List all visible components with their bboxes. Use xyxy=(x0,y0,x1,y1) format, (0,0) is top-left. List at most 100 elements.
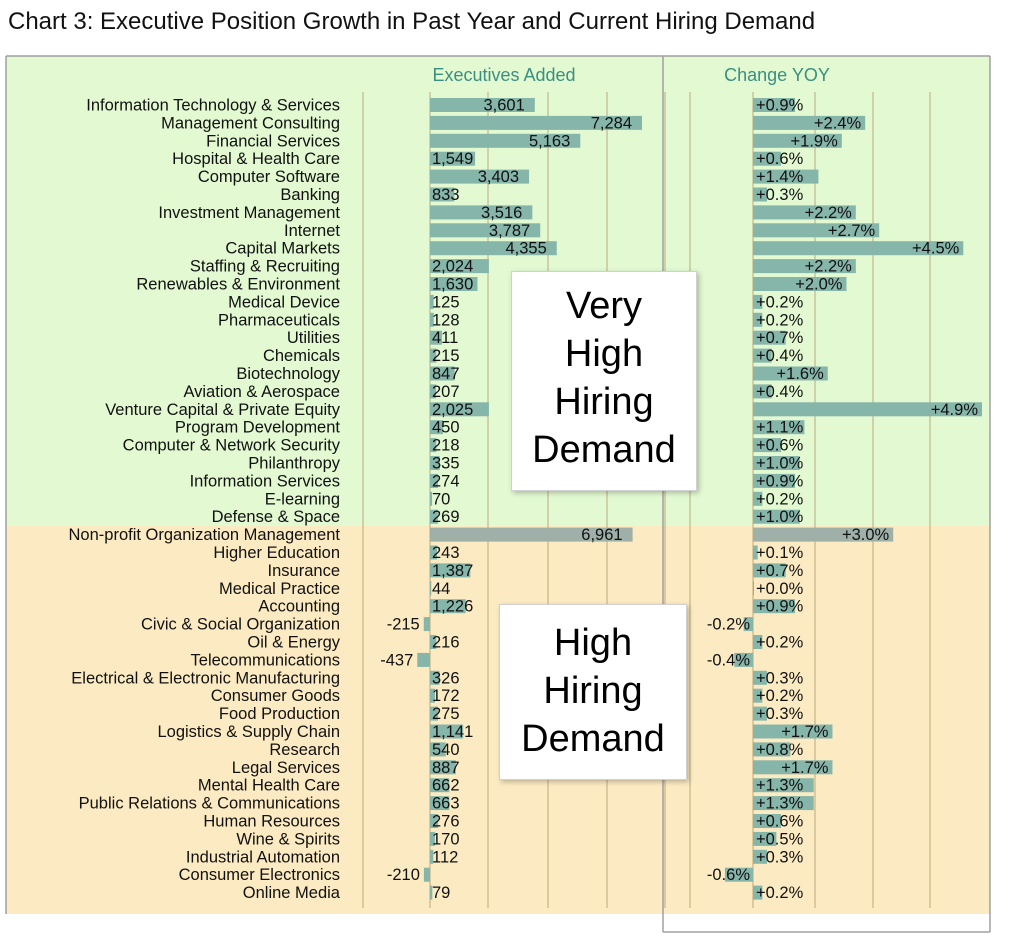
category-label-33: Consumer Goods xyxy=(211,687,340,705)
yoy-bar-9 xyxy=(753,259,856,274)
executives-value-label-30: 216 xyxy=(432,634,460,652)
yoy-value-label-10: +2.0% xyxy=(795,276,843,294)
yoy-bar-43 xyxy=(724,867,753,882)
yoy-value-label-4: +1.4% xyxy=(756,168,804,186)
very-high-callout-line-4: Demand xyxy=(532,429,676,471)
category-label-4: Computer Software xyxy=(198,168,340,186)
category-label-34: Food Production xyxy=(219,705,340,723)
yoy-bar-36 xyxy=(753,742,791,757)
executives-bar-1 xyxy=(430,115,642,130)
category-label-38: Mental Health Care xyxy=(198,777,340,795)
yoy-value-label-41: +0.5% xyxy=(756,830,804,848)
executives-value-label-10: 1,630 xyxy=(432,276,473,294)
executives-bar-31 xyxy=(417,652,430,667)
yoy-bar-0 xyxy=(753,98,796,112)
category-label-37: Legal Services xyxy=(232,759,340,777)
yoy-bar-2 xyxy=(753,133,842,148)
yoy-value-label-15: +1.6% xyxy=(777,365,825,383)
category-label-27: Medical Practice xyxy=(219,580,340,598)
executives-value-label-42: 112 xyxy=(432,848,458,866)
executives-bar-7 xyxy=(430,223,541,238)
executives-bar-9 xyxy=(430,259,489,274)
executives-bar-22 xyxy=(430,491,433,506)
yoy-value-label-20: +1.0% xyxy=(756,455,804,473)
executives-bar-40 xyxy=(430,814,439,828)
executives-bar-14 xyxy=(430,348,437,363)
yoy-bar-21 xyxy=(753,473,796,488)
executives-bar-23 xyxy=(430,509,438,524)
yoy-value-label-26: +0.7% xyxy=(756,562,804,580)
category-label-11: Medical Device xyxy=(228,293,340,311)
yoy-value-label-37: +1.7% xyxy=(781,759,829,777)
yoy-bar-28 xyxy=(753,599,796,614)
executives-value-label-2: 5,163 xyxy=(529,132,570,150)
yoy-bar-19 xyxy=(753,438,782,453)
yoy-bar-44 xyxy=(753,885,763,900)
category-label-43: Consumer Electronics xyxy=(179,866,340,884)
category-label-7: Internet xyxy=(284,222,340,240)
executives-value-label-20: 335 xyxy=(432,455,460,473)
executives-value-label-35: 1,141 xyxy=(432,723,473,741)
yoy-value-label-8: +4.5% xyxy=(912,240,960,258)
category-label-2: Financial Services xyxy=(206,132,340,150)
yoy-bar-16 xyxy=(753,384,772,399)
executives-bar-42 xyxy=(430,849,434,864)
executives-value-label-14: 215 xyxy=(432,347,460,365)
executives-bar-11 xyxy=(430,294,434,309)
yoy-value-label-1: +2.4% xyxy=(814,114,862,132)
yoy-bar-37 xyxy=(753,760,833,775)
yoy-bar-26 xyxy=(753,563,786,578)
yoy-value-label-11: +0.2% xyxy=(756,293,804,311)
high-demand-background xyxy=(6,525,990,914)
yoy-bar-40 xyxy=(753,814,782,828)
category-label-40: Human Resources xyxy=(203,813,340,831)
executives-bar-13 xyxy=(430,330,442,345)
category-label-16: Aviation & Aerospace xyxy=(183,383,340,401)
executives-bar-20 xyxy=(430,456,440,470)
yoy-value-label-42: +0.3% xyxy=(756,848,804,866)
executives-bar-15 xyxy=(430,366,455,381)
yoy-value-label-25: +0.1% xyxy=(756,544,804,562)
executives-bar-4 xyxy=(430,169,530,184)
category-label-10: Renewables & Environment xyxy=(136,276,340,294)
category-label-15: Biotechnology xyxy=(236,365,340,383)
yoy-bar-29 xyxy=(743,617,753,632)
executives-bar-36 xyxy=(430,742,446,757)
executives-value-label-18: 450 xyxy=(432,419,460,437)
yoy-bar-24 xyxy=(753,527,894,542)
executives-value-label-21: 274 xyxy=(432,472,460,490)
yoy-bar-39 xyxy=(753,796,814,811)
category-label-0: Information Technology & Services xyxy=(86,97,340,115)
yoy-bar-5 xyxy=(753,187,768,202)
category-label-31: Telecommunications xyxy=(191,651,340,669)
category-label-20: Philanthropy xyxy=(248,455,340,473)
executives-value-label-26: 1,387 xyxy=(432,562,473,580)
category-label-5: Banking xyxy=(280,186,340,204)
executives-value-label-24: 6,961 xyxy=(581,526,622,544)
yoy-value-label-17: +4.9% xyxy=(931,401,979,419)
executives-value-label-28: 1,226 xyxy=(432,598,473,616)
executives-bar-16 xyxy=(430,384,437,399)
executives-bar-12 xyxy=(430,312,434,327)
yoy-bar-7 xyxy=(753,223,880,238)
yoy-bar-42 xyxy=(753,849,768,864)
high-demand-callout: High Hiring Demand xyxy=(499,604,687,780)
executives-value-label-37: 887 xyxy=(432,759,460,777)
executives-bar-32 xyxy=(430,670,440,685)
executives-bar-24 xyxy=(430,527,633,542)
executives-bar-28 xyxy=(430,599,466,614)
yoy-bar-35 xyxy=(753,724,833,739)
executives-bar-44 xyxy=(430,885,433,900)
executives-value-label-39: 663 xyxy=(432,795,460,813)
yoy-value-label-35: +1.7% xyxy=(781,723,829,741)
yoy-value-label-29: -0.2% xyxy=(707,616,750,634)
executives-bar-37 xyxy=(430,760,456,775)
executives-bar-17 xyxy=(430,402,489,417)
category-label-12: Pharmaceuticals xyxy=(218,311,340,329)
executives-value-label-23: 269 xyxy=(432,508,460,526)
yoy-value-label-13: +0.7% xyxy=(756,329,804,347)
category-label-29: Civic & Social Organization xyxy=(141,616,340,634)
category-label-30: Oil & Energy xyxy=(247,634,340,652)
executives-value-label-11: 125 xyxy=(432,293,460,311)
executives-value-label-9: 2,024 xyxy=(432,258,473,276)
